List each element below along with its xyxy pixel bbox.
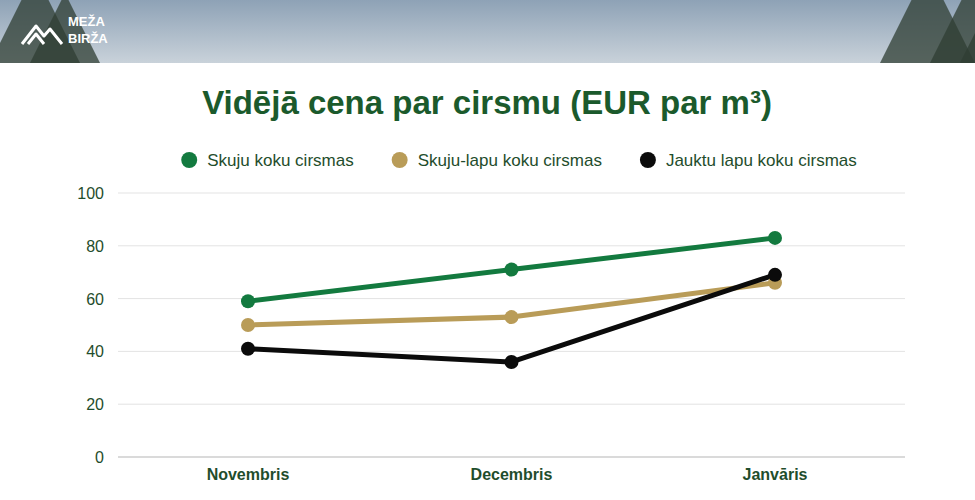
point	[241, 318, 255, 332]
legend-label: Skuju-lapu koku cirsmas	[418, 151, 602, 170]
y-tick-label: 80	[86, 238, 104, 255]
tree	[930, 0, 975, 63]
grid-line	[118, 245, 905, 246]
point	[768, 231, 782, 245]
header-trees	[0, 0, 975, 63]
header-band	[0, 0, 975, 63]
legend-item: Skuju-lapu koku cirsmas	[392, 151, 602, 170]
legend: Skuju koku cirsmas Skuju-lapu koku cirsma…	[181, 151, 857, 170]
logo-icon	[22, 26, 62, 44]
grid-line	[118, 404, 905, 405]
point	[241, 294, 255, 308]
point	[505, 263, 519, 277]
x-tick-label: Decembris	[471, 466, 553, 483]
axis-line	[118, 457, 905, 458]
x-tick-label: Janvāris	[743, 466, 808, 483]
legend-label: Jauktu lapu koku cirsmas	[666, 151, 857, 170]
series-line	[248, 275, 775, 362]
legend-item: Skuju koku cirsmas	[181, 151, 353, 170]
grid: 0 20 40 60 80 100	[77, 185, 905, 466]
logo-text: MEŽA	[68, 14, 105, 29]
point	[241, 342, 255, 356]
y-tick-label: 100	[77, 185, 104, 202]
plot-area	[241, 231, 782, 369]
logo-icon	[28, 34, 44, 44]
y-tick-label: 40	[86, 343, 104, 360]
tree	[960, 0, 975, 63]
grid-line	[118, 193, 905, 194]
title: Vidējā cena par cirsmu (EUR par m³)	[202, 84, 772, 121]
series-line	[248, 283, 775, 325]
grid-line	[118, 351, 905, 352]
legend-marker	[392, 152, 408, 168]
legend-marker	[640, 152, 656, 168]
y-tick-label: 20	[86, 396, 104, 413]
chart: MEŽA BIRŽA Vidējā cena par cirsmu (EUR par…	[0, 0, 975, 500]
point	[505, 310, 519, 324]
legend-item: Jauktu lapu koku cirsmas	[640, 151, 857, 170]
point	[768, 268, 782, 282]
point	[505, 355, 519, 369]
legend-marker	[181, 152, 197, 168]
grid-line	[118, 298, 905, 299]
legend-label: Skuju koku cirsmas	[207, 151, 353, 170]
logo-text: BIRŽA	[68, 31, 108, 46]
x-tick-label: Novembris	[207, 466, 290, 483]
y-tick-label: 60	[86, 291, 104, 308]
y-tick-label: 0	[95, 449, 104, 466]
